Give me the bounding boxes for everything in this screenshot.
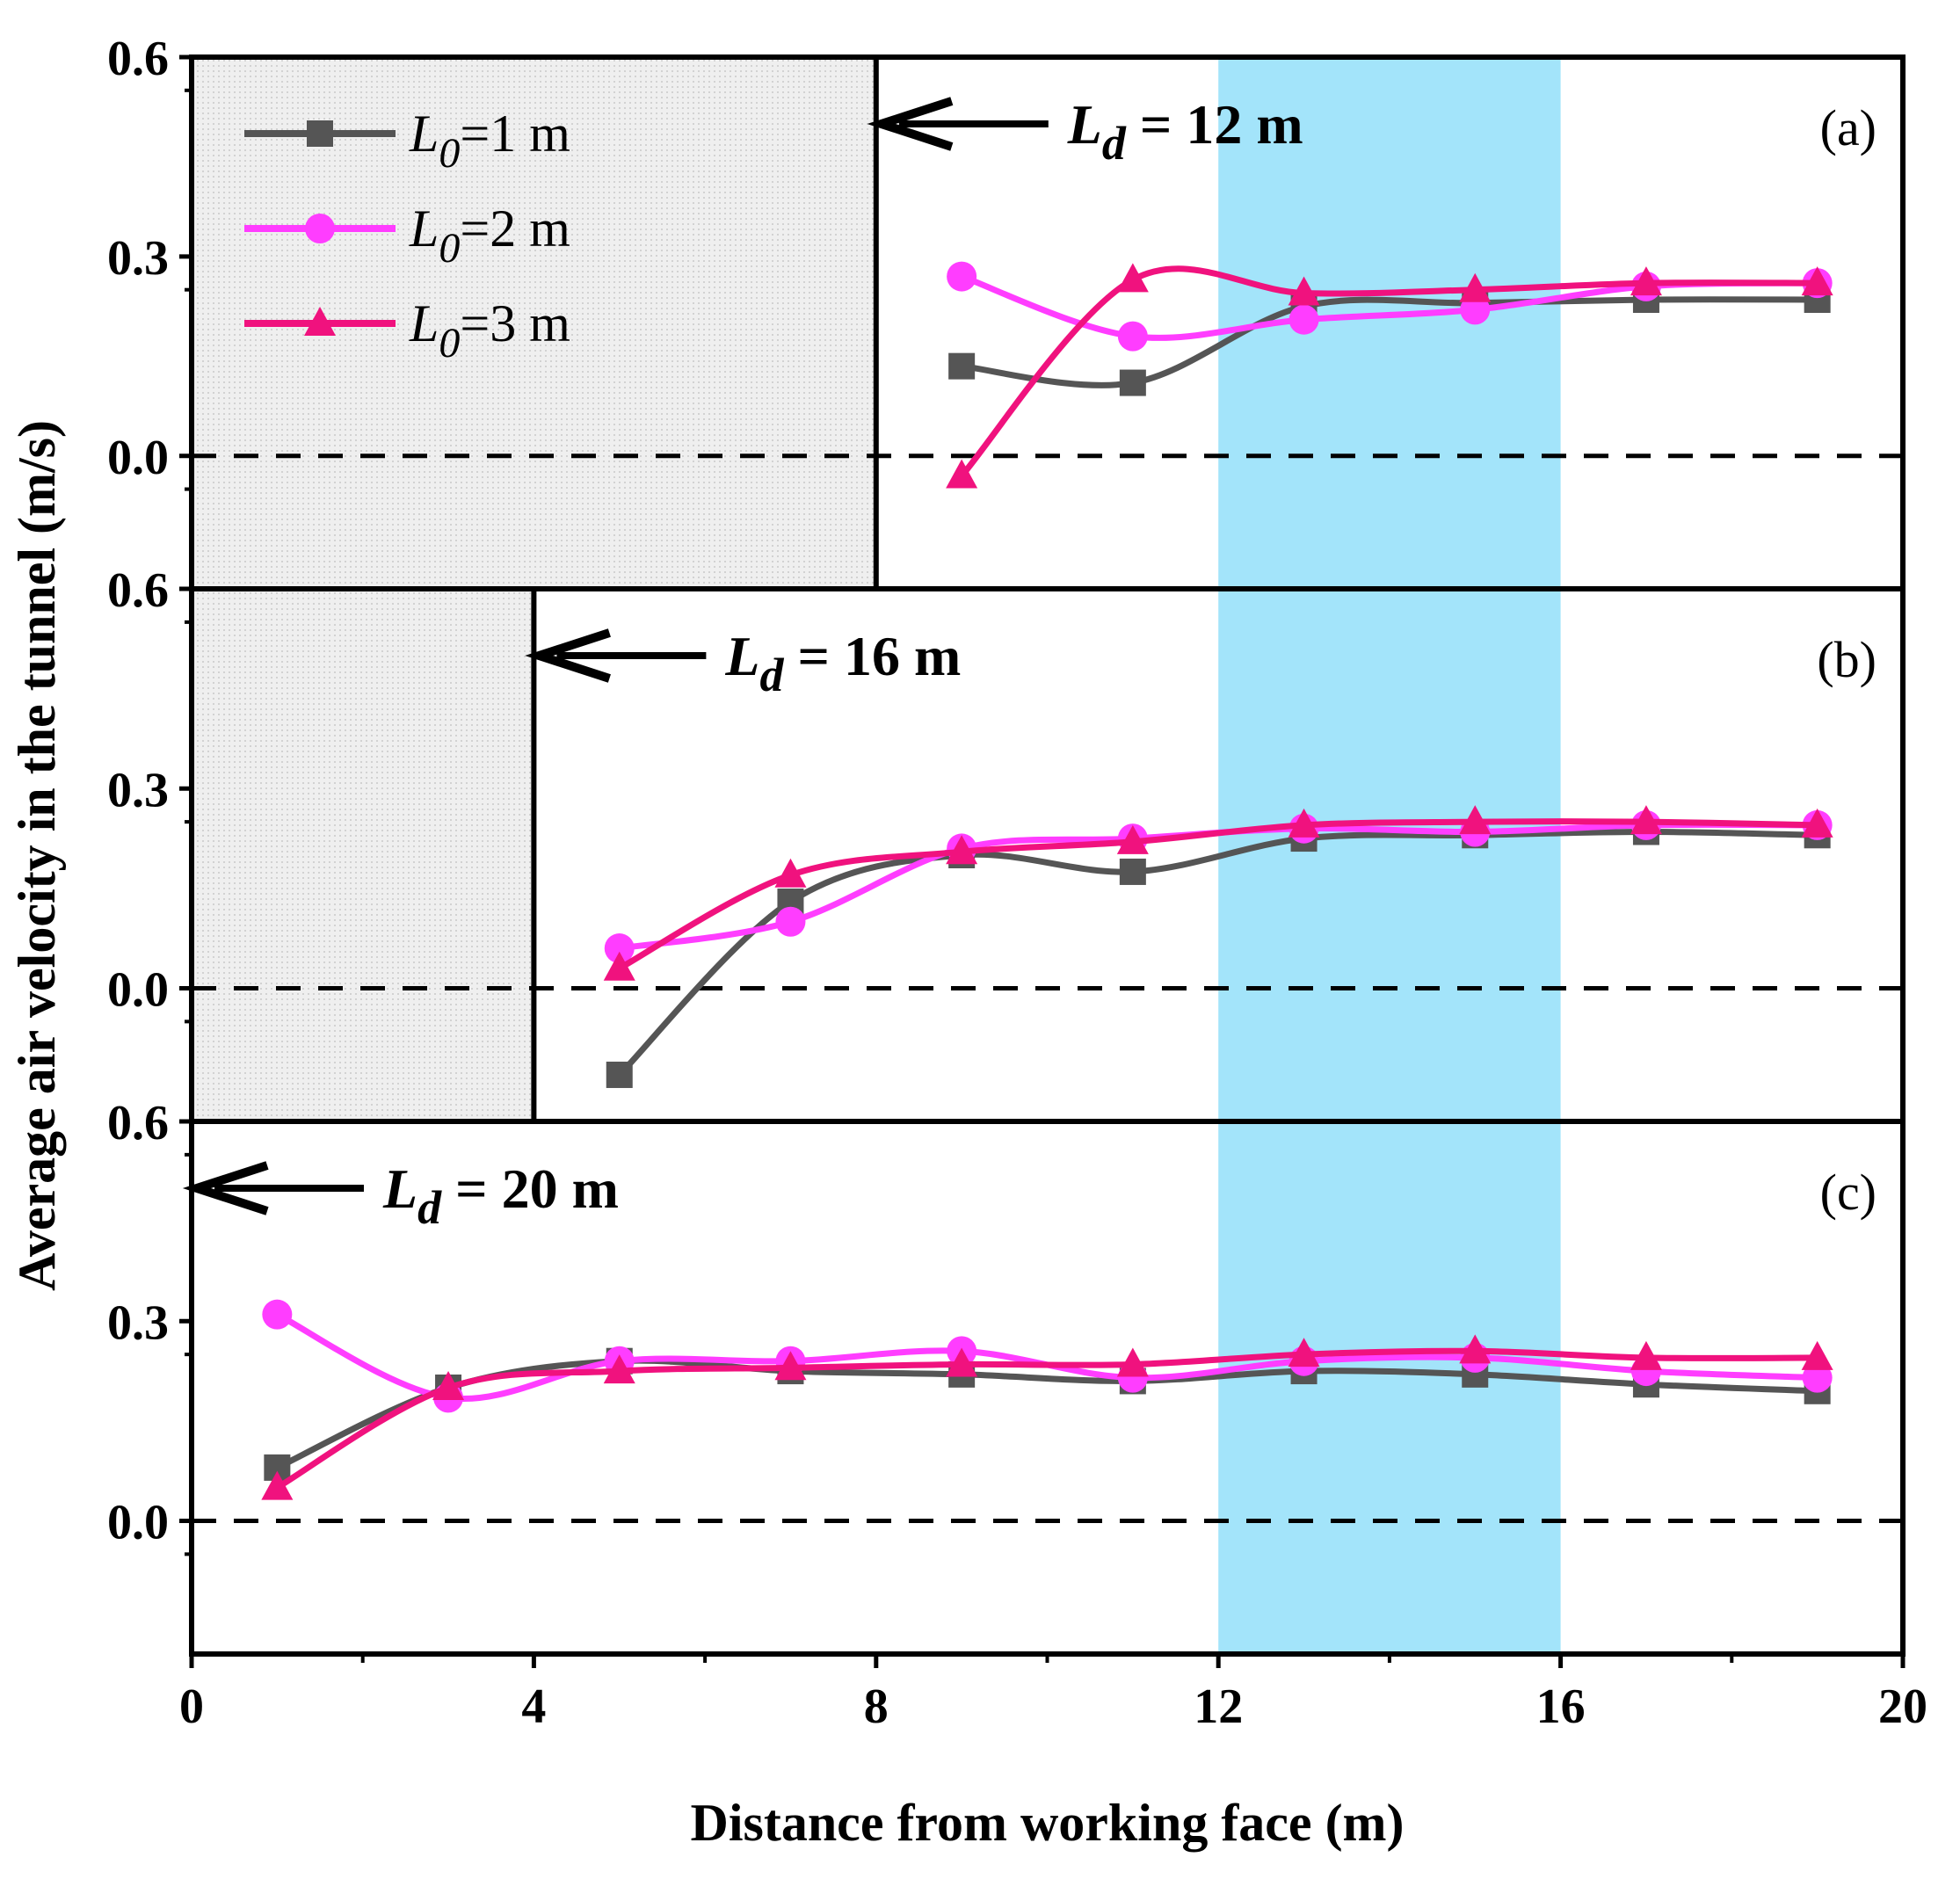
- text-layer: 0.0 0.3 0.6 (a) Ld = 12 m 0.0 0.3 0.6 (b) Ld = 16…: [8, 32, 1927, 1852]
- panel-c-series-3-point-9: [1630, 1340, 1662, 1370]
- panel-b-series-3-point-7: [1630, 805, 1662, 835]
- panel-c-ytick-label-2: 0.6: [107, 1096, 169, 1150]
- panel-a-series-2-point-2: [1117, 321, 1148, 352]
- panel-a-series-3-point-6: [1801, 266, 1833, 296]
- panel-b-series-3-line: [618, 818, 1818, 971]
- panel-c-ld-label: Ld = 20 m: [382, 1157, 619, 1234]
- legend-label-2: L0=2 m: [409, 200, 570, 272]
- legend: L0=1 m L0=2 m L0=3 m: [244, 105, 570, 366]
- panel-a-series-3-point-5: [1630, 266, 1662, 296]
- panel-a-ytick-label-2: 0.6: [107, 32, 169, 86]
- panel-b-series-1-point-1: [606, 1061, 633, 1088]
- panel-b-series-1-point-4: [1119, 858, 1146, 885]
- panel-c-ytick-label-0: 0.0: [107, 1496, 169, 1550]
- x-axis-label: Distance from working face (m): [690, 1794, 1404, 1852]
- legend-marker-1: [307, 120, 333, 147]
- panel-a-ytick-label-0: 0.0: [107, 431, 169, 485]
- panel-c-series-3-point-3: [603, 1354, 635, 1384]
- panel-b-ytick-label-2: 0.6: [107, 563, 169, 618]
- data-layer: [192, 261, 1903, 1523]
- panel-a-series-3-point-3: [1288, 276, 1320, 306]
- panel-a-series-2-point-3: [1289, 304, 1319, 335]
- panel-c-ytick-label-1: 0.3: [107, 1295, 169, 1350]
- panel-a-series-1-point-2: [1119, 369, 1146, 396]
- panel-c-series-3-point-8: [1459, 1334, 1492, 1364]
- panel-b-series-2-point-1: [604, 933, 635, 964]
- panel-b-duct-region: [192, 589, 534, 1121]
- panel-b-series-3-point-2: [774, 858, 807, 888]
- panel-b-series-3-point-3: [946, 835, 978, 865]
- panel-c-series-3-point-1: [261, 1470, 294, 1500]
- panel-c-series-3-point-2: [432, 1371, 465, 1400]
- xtick-label-3: 12: [1194, 1679, 1243, 1734]
- legend-marker-3: [304, 307, 336, 336]
- panel-c-series-3-point-5: [946, 1347, 978, 1377]
- xtick-label-5: 20: [1878, 1679, 1927, 1734]
- panel-a-series-2-point-1: [947, 261, 977, 292]
- panel-c-series-2-point-10: [1802, 1362, 1833, 1393]
- xtick-label-2: 8: [864, 1679, 889, 1734]
- panel-c-series-3-point-10: [1801, 1340, 1833, 1370]
- panel-b-series-3-point-8: [1801, 808, 1833, 838]
- frame-layer: [179, 54, 1906, 1668]
- y-axis-label: Average air velocity in the tunnel (m/s): [8, 420, 66, 1291]
- panel-c-label: (c): [1820, 1164, 1877, 1221]
- background-layer: [192, 57, 1561, 1654]
- legend-label-3: L0=3 m: [409, 294, 570, 366]
- panel-b-label: (b): [1817, 631, 1877, 688]
- panel-a-series-3-point-2: [1116, 263, 1149, 293]
- panel-a-series-3-line: [959, 265, 1818, 478]
- panel-c-series-3-line: [275, 1347, 1818, 1491]
- panel-b-series-3-point-4: [1116, 824, 1149, 854]
- panel-b-ld-label: Ld = 16 m: [724, 625, 961, 701]
- panel-b-ld-arrow-head: [525, 628, 611, 683]
- panel-b-series-3-point-6: [1459, 805, 1492, 835]
- panel-b-ytick-label-1: 0.3: [107, 763, 169, 817]
- legend-marker-2: [305, 214, 335, 243]
- panel-c-series-3-point-7: [1288, 1338, 1320, 1368]
- xtick-label-0: 0: [179, 1679, 204, 1734]
- panel-c-series-3-point-6: [1116, 1347, 1149, 1377]
- panel-c-series-2-point-1: [262, 1299, 293, 1330]
- panel-a-series-2-point-4: [1460, 294, 1491, 325]
- panel-c-series-1-line: [275, 1357, 1818, 1471]
- panel-b-ytick-label-0: 0.0: [107, 963, 169, 1018]
- panel-c-series-3-point-4: [774, 1351, 807, 1381]
- panel-a-ld-arrow-head: [867, 97, 954, 151]
- panel-a-series-1-point-1: [948, 352, 976, 380]
- panel-b-series-2-point-2: [775, 906, 806, 937]
- panel-a-ld-label: Ld = 12 m: [1067, 93, 1303, 170]
- panel-a-label: (a): [1820, 99, 1877, 156]
- xtick-label-4: 16: [1536, 1679, 1586, 1734]
- panel-c-ld-arrow-head: [182, 1161, 269, 1215]
- panel-a-series-3-point-1: [946, 459, 978, 489]
- panel-b-series-3-point-5: [1288, 808, 1320, 838]
- panel-a-series-3-point-4: [1459, 272, 1492, 302]
- xtick-label-1: 4: [521, 1679, 546, 1734]
- legend-label-1: L0=1 m: [409, 105, 570, 177]
- panel-b-series-3-point-1: [603, 951, 635, 981]
- panel-a-ytick-label-1: 0.3: [107, 231, 169, 286]
- panel-a-series-1-line: [961, 296, 1818, 388]
- highlight-band: [1218, 57, 1561, 1654]
